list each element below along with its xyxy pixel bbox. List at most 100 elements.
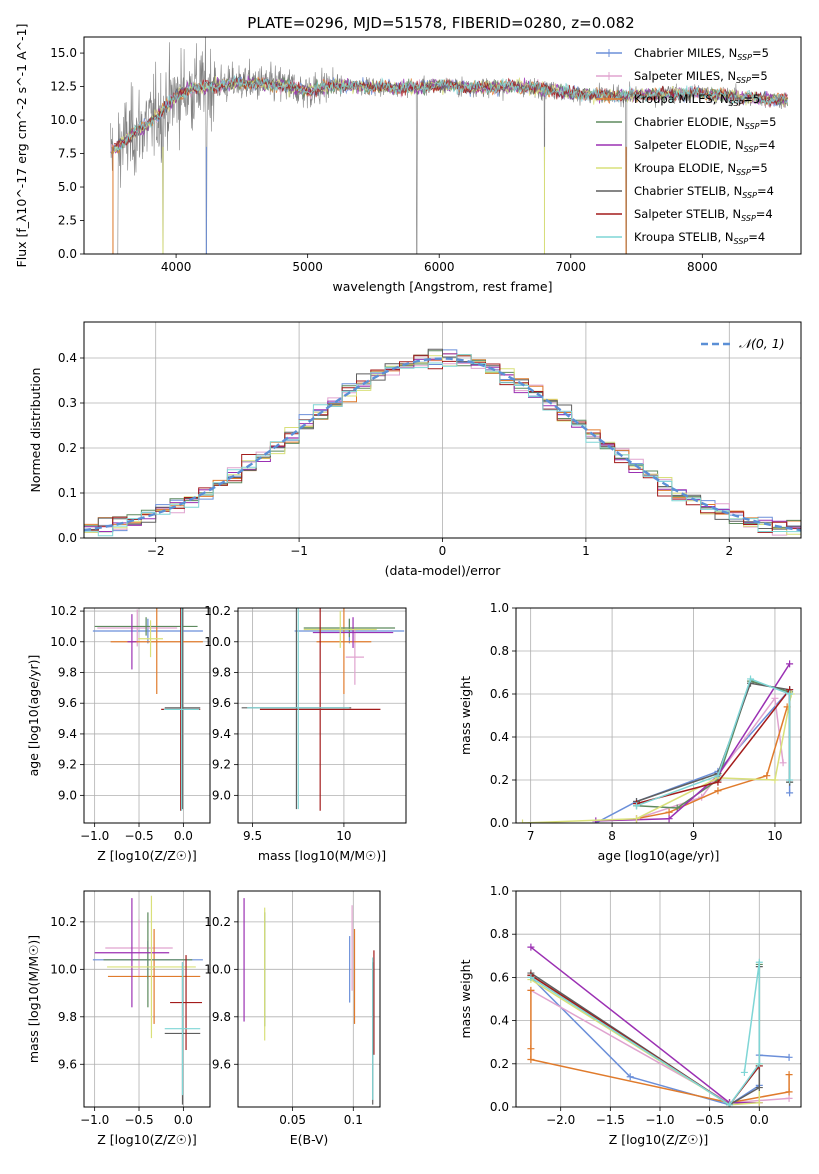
x-axis-label: Z [log10(Z/Z☉)]: [609, 1132, 709, 1147]
series-point-8: [755, 1060, 763, 1068]
ytick-label: 10.2: [50, 604, 77, 618]
series-line-0: [530, 976, 790, 1106]
ytick-label: 12.5: [50, 80, 77, 94]
legend-label: Chabrier MILES, NSSP=5: [634, 46, 769, 62]
errorbar-8: [164, 962, 201, 1096]
plot-area: [109, 37, 789, 254]
ytick-label: 0.8: [490, 927, 509, 941]
y-axis-label: mass weight: [458, 959, 473, 1038]
series-line-7: [636, 689, 791, 805]
ytick-label: 0.3: [58, 396, 77, 410]
legend-marker: [605, 95, 613, 103]
panel-age-vs-mass: 9.5 10 9.0 9.2 9.4 9.6 9.8 10.0 10.2 mass [log10(…: [204, 604, 407, 863]
legend: Chabrier MILES, NSSP=5 Salpeter MILES, NS…: [596, 46, 776, 246]
xtick-label: 0.1: [344, 1113, 363, 1127]
ytick-label: 1.0: [490, 884, 509, 898]
ticks: [80, 610, 184, 827]
ticks: [512, 890, 760, 1111]
ytick-label: 0.8: [490, 644, 509, 658]
xtick-label: −1.5: [596, 1113, 625, 1127]
ytick-label: 9.6: [58, 1057, 77, 1071]
errorbar-2: [110, 608, 203, 694]
series-point-5: [519, 819, 527, 823]
errorbar-5: [303, 611, 377, 648]
xtick-label: 5000: [292, 260, 323, 274]
x-axis-label: age [log10(age/yr)]: [598, 848, 720, 863]
ytick-label: 7.5: [58, 147, 77, 161]
xtick-label: 10: [767, 829, 782, 843]
xtick-label: −0.5: [124, 829, 153, 843]
legend-label: Kroupa MILES, NSSP=5: [634, 92, 760, 108]
ytick-label: 9.4: [58, 727, 77, 741]
gridlines: [238, 608, 406, 823]
xtick-label: 0.0: [750, 1113, 769, 1127]
ytick-label: 0.4: [58, 351, 77, 365]
series-point-8: [786, 776, 794, 784]
ytick-label: 9.8: [212, 666, 231, 680]
panel-age-vs-z: −1.0 −0.5 0.0 9.0 9.2 9.4 9.6 9.8 10.0 10.2 Z [log…: [26, 604, 211, 863]
panel-mass-weight-vs-z: −2.0 −1.5 −1.0 −0.5 0.0 0.0 0.2 0.4 0.6 0.8 1.0 Z […: [458, 884, 802, 1147]
xtick-label: 7: [527, 829, 535, 843]
ytick-label: 9.4: [212, 727, 231, 741]
legend: 𝒩(0, 1): [701, 336, 785, 351]
errorbar-2: [316, 608, 372, 694]
errorbar-1: [345, 629, 364, 685]
legend-marker: [605, 72, 613, 80]
series-point-2: [665, 808, 673, 816]
errorbar-4: [312, 617, 394, 648]
axes-frame: [515, 890, 802, 1108]
ytick-label: 10.2: [204, 604, 231, 618]
errorbar-5: [138, 620, 163, 658]
series-point-8: [714, 772, 722, 780]
xtick-label: 1: [582, 544, 590, 558]
series-point-2: [527, 1045, 535, 1053]
normal-curve: [84, 357, 801, 532]
x-axis-label: mass [log10(M/M☉)]: [258, 848, 386, 863]
figure-title: PLATE=0296, MJD=51578, FIBERID=0280, z=0…: [247, 14, 634, 32]
legend-label: 𝒩(0, 1): [739, 336, 785, 351]
ytick-label: 9.0: [58, 788, 77, 802]
ytick-label: 9.6: [58, 696, 77, 710]
ytick-label: 10.2: [204, 915, 231, 929]
plot-area: [84, 348, 801, 537]
series-point-8: [747, 675, 755, 683]
y-axis-label: mass [log10(M/M☉)]: [26, 935, 41, 1063]
x-axis-label: wavelength [Angstrom, rest frame]: [332, 279, 552, 294]
xtick-label: −2.0: [546, 1113, 575, 1127]
ytick-label: 0.0: [58, 531, 77, 545]
errorbar-4: [94, 898, 170, 1008]
ytick-label: 9.6: [212, 1057, 231, 1071]
ytick-label: 10.0: [204, 635, 231, 649]
xtick-label: 0.0: [174, 829, 193, 843]
series-point-4: [665, 815, 673, 823]
errorbar-4: [127, 614, 137, 670]
errorbar-8: [163, 608, 200, 811]
series-point-5: [771, 776, 779, 784]
x-axis-label: (data-model)/error: [385, 563, 502, 578]
ticks: [234, 921, 354, 1111]
series-point-2: [785, 1071, 793, 1079]
axes-frame: [83, 890, 211, 1108]
axes-frame: [237, 607, 407, 824]
xtick-label: −0.5: [695, 1113, 724, 1127]
axes-frame: [83, 607, 211, 824]
plot-area: [92, 895, 203, 1105]
plot-area: [519, 660, 795, 823]
series-line-4: [595, 663, 791, 822]
series-line-5: [522, 693, 792, 823]
xtick-label: 9: [690, 829, 698, 843]
xtick-label: 0.05: [279, 1113, 306, 1127]
series-point-4: [527, 943, 535, 951]
legend-label: Salpeter STELIB, NSSP=4: [634, 207, 773, 223]
legend-label: Kroupa STELIB, NSSP=4: [634, 230, 765, 246]
errorbar-3: [103, 912, 193, 1008]
ticks: [512, 607, 776, 827]
errorbar-3: [303, 618, 396, 638]
ytick-label: 0.2: [58, 441, 77, 455]
xtick-label: −1.0: [80, 829, 109, 843]
axes-frame: [515, 607, 802, 824]
gridlines: [516, 607, 801, 824]
errorbar-1: [97, 609, 178, 647]
series-point-2: [714, 787, 722, 795]
